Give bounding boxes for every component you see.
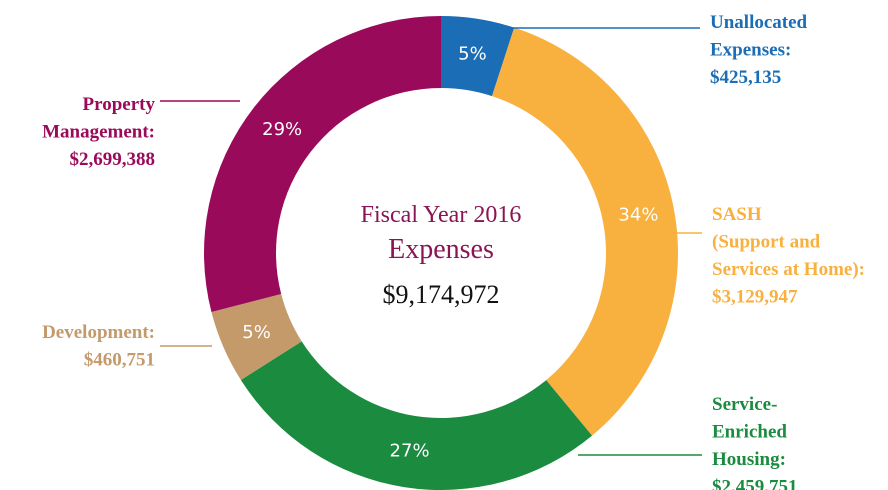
segment-label: Expenses:	[710, 40, 791, 61]
donut-segment	[491, 27, 678, 436]
segment-label: $2,459,751	[712, 477, 798, 490]
segment-label: SASH	[712, 204, 762, 225]
segment-label: Services at Home):	[712, 259, 865, 280]
percent-label: 5%	[242, 322, 271, 343]
donut-segment	[441, 16, 515, 97]
center-subtitle: Expenses	[388, 234, 494, 265]
donut-segment	[240, 341, 593, 490]
segment-label: $3,129,947	[712, 287, 798, 308]
center-total: $9,174,972	[383, 280, 500, 309]
segment-label: $425,135	[710, 67, 781, 88]
segment-label: Development:	[42, 322, 155, 343]
percent-label: 27%	[390, 441, 430, 462]
segment-label: Property	[83, 94, 156, 115]
segment-label: Unallocated	[710, 12, 808, 33]
segment-label: $460,751	[84, 350, 155, 371]
segment-label: $2,699,388	[70, 149, 156, 170]
center-title: Fiscal Year 2016	[361, 202, 522, 228]
donut-segment	[203, 16, 441, 312]
percent-label: 29%	[262, 119, 302, 140]
segment-label: Service-	[712, 394, 777, 415]
segment-label: (Support and	[712, 232, 821, 253]
segment-label: Housing:	[712, 449, 786, 470]
segment-label: Enriched	[712, 422, 787, 443]
donut-segment	[211, 294, 302, 380]
segment-label: Management:	[42, 122, 155, 143]
percent-label: 5%	[458, 43, 487, 64]
percent-label: 34%	[618, 204, 658, 225]
